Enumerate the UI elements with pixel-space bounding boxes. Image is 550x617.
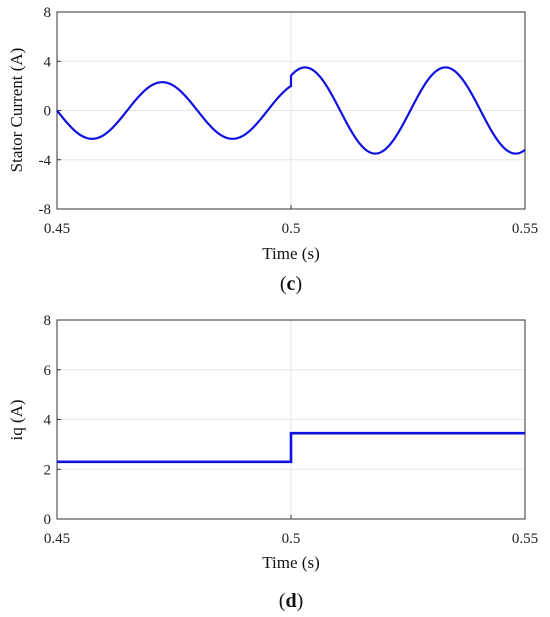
caption-d-letter: d: [285, 590, 296, 612]
y-tick-label: 8: [44, 5, 52, 21]
chart-panel-d: 8 6 4 2 0 0.45 0.5 0.55 Time (s) iq (A) (d): [7, 313, 538, 612]
y-axis-label-c: Stator Current (A): [7, 48, 26, 173]
caption-c: (c): [280, 273, 302, 295]
x-tick-label: 0.45: [44, 531, 70, 547]
y-tick-label: 4: [44, 54, 52, 70]
x-tick-label: 0.5: [282, 221, 301, 237]
x-ticks-d: 0.45 0.5 0.55: [44, 515, 538, 547]
series-line-iq: [57, 431, 525, 464]
y-tick-label: 8: [44, 313, 52, 329]
x-tick-label: 0.55: [512, 221, 538, 237]
y-tick-label: 0: [44, 512, 52, 528]
x-tick-label: 0.45: [44, 221, 70, 237]
x-tick-label: 0.55: [512, 531, 538, 547]
x-tick-label: 0.5: [282, 531, 301, 547]
x-axis-label-c: Time (s): [262, 244, 319, 263]
y-tick-label: 6: [44, 363, 52, 379]
y-tick-label: 4: [44, 413, 52, 429]
x-axis-label-d: Time (s): [262, 553, 319, 572]
series-line-stator-current: [56, 66, 526, 155]
y-ticks-d: 8 6 4 2 0: [44, 313, 61, 528]
y-tick-label: -4: [39, 153, 52, 169]
y-tick-label: 2: [44, 462, 52, 478]
y-tick-label: 0: [44, 104, 52, 120]
caption-d: (d): [279, 590, 303, 612]
x-ticks-c: 0.45 0.5 0.55: [44, 205, 538, 237]
grid-d: [56, 319, 526, 520]
y-tick-label: -8: [39, 202, 52, 218]
caption-c-letter: c: [287, 273, 296, 295]
y-axis-label-d: iq (A): [7, 399, 26, 440]
chart-panel-c: 8 4 0 -4 -8 0.45 0.5 0.55 Time (s) Stator Curr…: [7, 5, 538, 295]
